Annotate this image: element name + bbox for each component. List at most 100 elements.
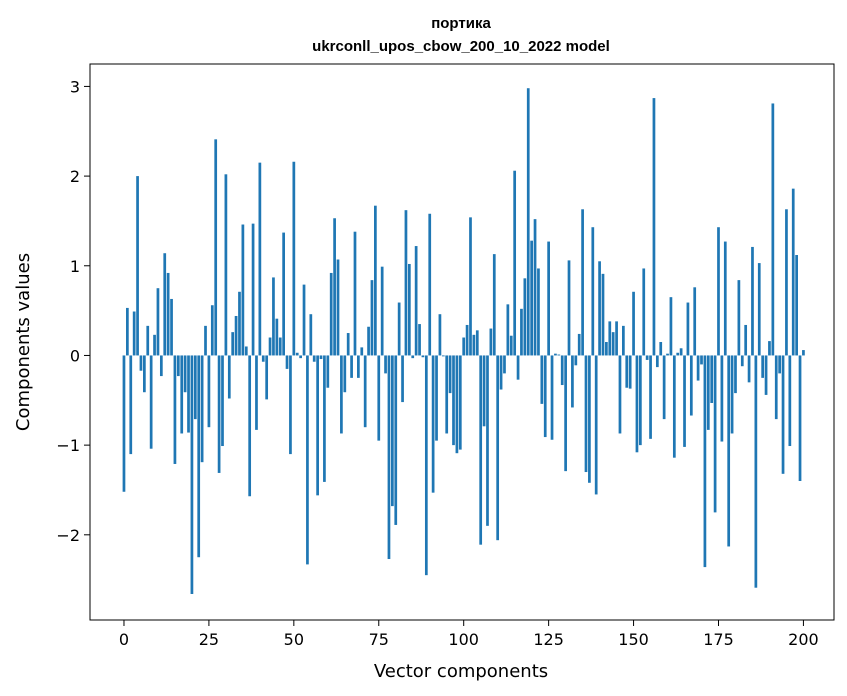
bar-14 [170,298,173,356]
bar-36 [244,346,248,356]
x-axis-label: Vector components [374,661,548,682]
bar-17 [180,355,184,434]
bar-177 [723,241,727,356]
bar-5 [139,355,143,371]
bar-42 [265,355,269,400]
bar-179 [730,355,734,434]
bar-65 [343,355,347,393]
bar-53 [302,284,306,356]
x-axis-ticks: 0 25 50 75 100 125 150 175 200 [119,620,819,649]
bar-0 [122,355,126,492]
bar-64 [340,355,343,434]
bar-196 [788,355,792,447]
bar-104 [475,330,479,356]
bar-138 [591,227,595,356]
bar-12 [163,253,167,356]
x-tick-label: 25 [199,630,219,649]
bar-1 [126,307,129,356]
bar-79 [391,355,394,507]
bar-122 [537,268,540,356]
bar-44 [272,277,275,356]
bar-101 [465,324,469,356]
bar-136 [584,355,588,473]
bar-172 [706,355,710,430]
bar-125 [547,241,550,356]
plot-frame [89,63,835,621]
bar-164 [679,348,683,356]
x-tick-label: 175 [703,630,734,649]
bar-26 [210,305,214,356]
bar-131 [567,260,571,356]
bar-93 [438,314,442,356]
bar-116 [516,355,520,380]
bar-154 [645,355,649,360]
bar-38 [251,223,255,356]
bar-171 [703,355,707,568]
bar-34 [238,291,241,356]
bar-7 [146,325,150,356]
bar-115 [513,170,517,356]
bar-37 [248,355,252,497]
x-tick-label: 50 [284,630,304,649]
y-tick-label: 1 [70,257,80,276]
bar-60 [326,355,330,388]
bar-159 [662,355,666,420]
bar-11 [159,355,163,377]
bar-132 [571,355,574,408]
bar-57 [316,355,319,496]
bar-52 [299,355,302,359]
bar-168 [693,287,697,356]
bar-61 [329,272,333,356]
bar-43 [268,337,272,356]
bar-147 [622,325,625,356]
bar-24 [204,325,207,356]
bar-76 [380,266,384,356]
bar-134 [577,333,581,356]
bar-22 [197,355,201,558]
bar-94 [441,355,445,357]
bar-51 [295,352,299,356]
bar-144 [611,332,615,356]
bar-77 [384,355,387,374]
bar-198 [795,255,798,356]
bar-32 [231,332,235,356]
bar-15 [173,355,177,464]
bar-199 [798,355,802,481]
bar-33 [234,315,238,356]
bar-142 [605,342,608,356]
x-tick-label: 200 [788,630,819,649]
bar-108 [489,328,493,356]
bar-141 [601,273,605,356]
bar-58 [319,355,323,360]
y-tick-label: −1 [56,436,80,455]
bar-117 [520,308,523,356]
bar-139 [594,355,598,495]
bar-173 [710,355,714,403]
bar-194 [781,355,785,474]
bar-41 [261,355,265,362]
bar-180 [734,355,737,394]
bar-99 [458,355,462,450]
y-tick-label: 0 [70,346,80,365]
bar-146 [618,355,622,434]
bar-118 [523,278,527,356]
bar-90 [428,213,432,356]
bar-98 [455,355,459,454]
bar-133 [574,355,578,366]
bar-161 [669,297,673,356]
bar-111 [499,355,503,390]
bar-155 [649,355,652,439]
bar-92 [435,355,438,441]
y-tick-label: 3 [70,77,80,96]
bar-96 [448,355,452,394]
bar-135 [581,209,584,356]
bar-143 [608,321,612,356]
bar-2 [129,355,133,455]
bar-25 [207,355,211,428]
bar-170 [700,355,703,365]
bar-185 [751,246,754,356]
bar-67 [350,355,353,378]
bar-10 [156,288,160,356]
bar-186 [754,355,758,588]
bar-23 [200,355,204,463]
